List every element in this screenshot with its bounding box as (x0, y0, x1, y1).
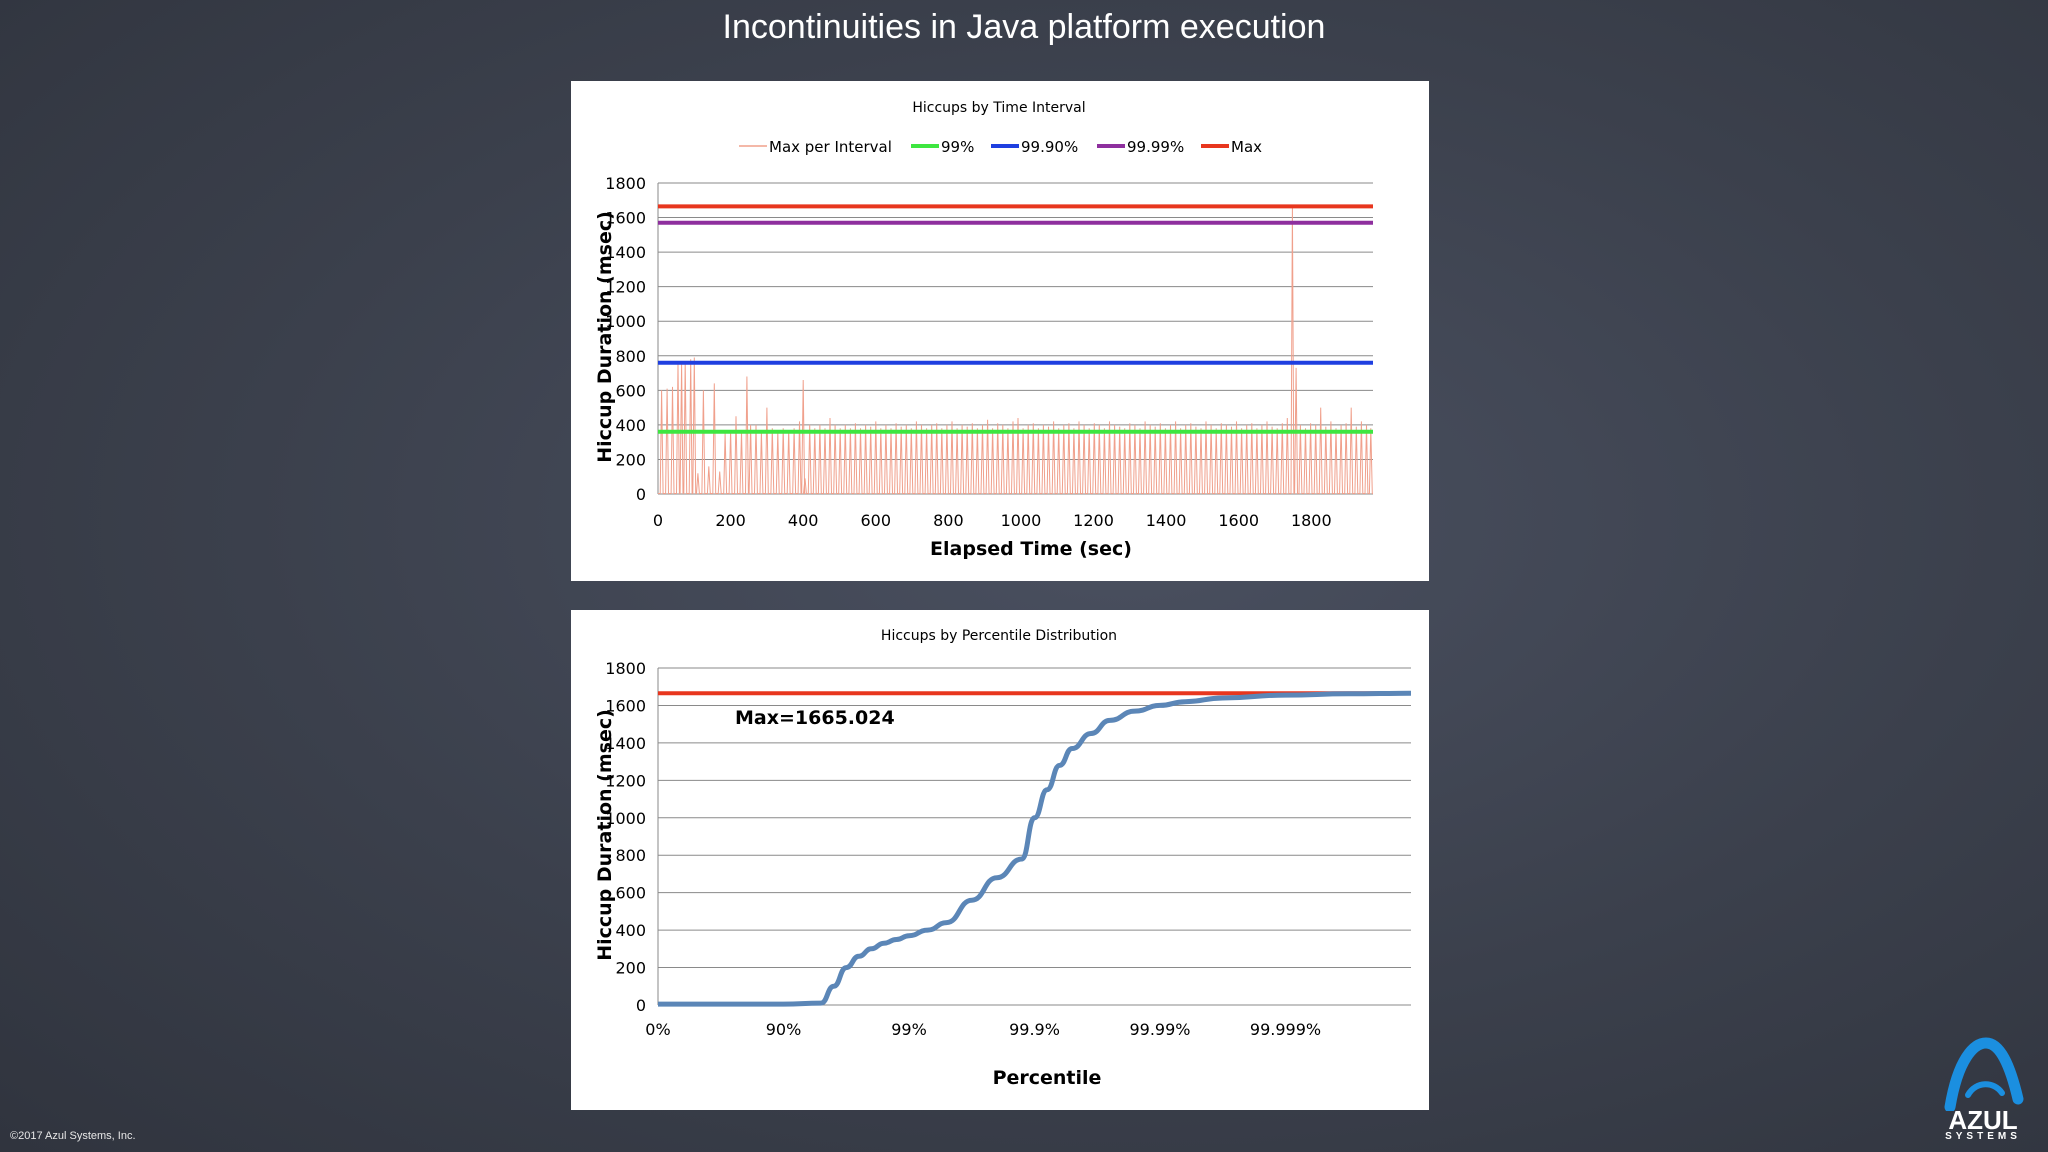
azul-logo-text: AZUL (1948, 1105, 2018, 1135)
x-tick-label: 600 (860, 511, 891, 530)
x-axis-title: Percentile (993, 1067, 1102, 1089)
x-tick-label: 1400 (1146, 511, 1187, 530)
y-tick-label: 400 (615, 416, 646, 435)
legend-label-max-per-interval: Max per Interval (769, 138, 892, 156)
max-annotation: Max=1665.024 (735, 707, 895, 729)
y-tick-label: 1200 (605, 278, 646, 297)
y-tick-label: 800 (615, 347, 646, 366)
slide-title: Incontinuities in Java platform executio… (722, 8, 1326, 46)
legend-label-max: Max (1231, 138, 1262, 156)
y-tick-label: 600 (615, 381, 646, 400)
y-tick-label: 1000 (605, 312, 646, 331)
y-tick-label: 1000 (605, 809, 646, 828)
azul-logo-mark-icon (1944, 1037, 2024, 1113)
y-tick-label: 600 (615, 884, 646, 903)
y-tick-label: 1400 (605, 243, 646, 262)
series-max-per-interval (658, 206, 1373, 494)
azul-logo-subtext: SYSTEMS (1945, 1131, 2021, 1142)
x-tick-label: 99% (891, 1020, 927, 1039)
y-tick-label: 800 (615, 846, 646, 865)
x-tick-label: 200 (715, 511, 746, 530)
y-tick-label: 200 (615, 450, 646, 469)
x-tick-label: 0% (645, 1020, 670, 1039)
x-tick-label: 90% (766, 1020, 802, 1039)
y-tick-label: 1400 (605, 734, 646, 753)
legend-label-99-90: 99.90% (1021, 138, 1078, 156)
percentile-chart-panel: Hiccups by Percentile Distribution 0 200 4… (571, 610, 1429, 1110)
x-tick-label: 800 (933, 511, 964, 530)
x-tick-label: 1000 (1001, 511, 1042, 530)
y-tick-label: 1800 (605, 174, 646, 193)
y-tick-label: 0 (636, 996, 646, 1015)
percentile-curve (657, 690, 1412, 1007)
time-interval-chart: Hiccups by Time Interval Max per Interva… (594, 100, 1373, 560)
y-tick-label: 1200 (605, 771, 646, 790)
y-tick-label: 400 (615, 921, 646, 940)
x-tick-label: 99.999% (1250, 1020, 1321, 1039)
percentile-chart: Hiccups by Percentile Distribution 0 200 4… (594, 628, 1412, 1089)
azul-logo: AZUL SYSTEMS (1928, 1035, 2038, 1147)
legend-label-99: 99% (941, 138, 974, 156)
x-tick-label: 1200 (1073, 511, 1114, 530)
chart-legend: Max per Interval 99% 99.90% 99.99% Max (739, 138, 1262, 156)
x-tick-label: 0 (653, 511, 663, 530)
x-axis-title: Elapsed Time (sec) (930, 538, 1132, 560)
y-tick-label: 200 (615, 959, 646, 978)
y-tick-label: 0 (636, 485, 646, 504)
y-tick-label: 1600 (605, 696, 646, 715)
copyright-notice: ©2017 Azul Systems, Inc. (10, 1130, 136, 1142)
y-axis-title: Hiccup Duration (msec) (594, 709, 616, 961)
y-tick-label: 1800 (605, 659, 646, 678)
time-interval-chart-panel: Hiccups by Time Interval Max per Interva… (571, 81, 1429, 581)
y-tick-label: 1600 (605, 209, 646, 228)
x-tick-label: 99.99% (1129, 1020, 1190, 1039)
x-tick-label: 1600 (1218, 511, 1259, 530)
y-axis-title: Hiccup Duration (msec) (594, 211, 616, 463)
chart-title: Hiccups by Percentile Distribution (881, 628, 1117, 644)
x-tick-label: 1800 (1291, 511, 1332, 530)
x-tick-label: 99.9% (1009, 1020, 1060, 1039)
legend-label-99-99: 99.99% (1127, 138, 1184, 156)
chart-title: Hiccups by Time Interval (912, 100, 1085, 116)
x-tick-label: 400 (788, 511, 819, 530)
